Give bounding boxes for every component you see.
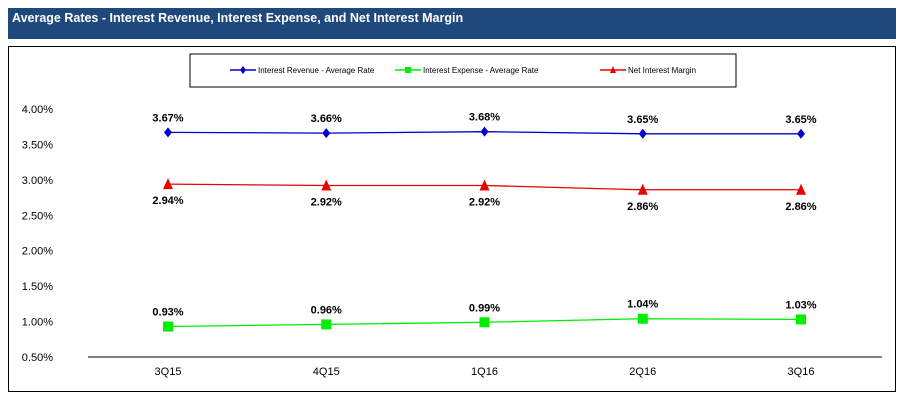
- data-label: 3.68%: [469, 112, 500, 124]
- data-point: [637, 183, 648, 195]
- x-tick-label: 3Q16: [788, 366, 815, 378]
- data-point: [321, 179, 332, 191]
- data-label: 2.92%: [469, 197, 500, 209]
- x-tick-label: 2Q16: [629, 366, 656, 378]
- data-point: [163, 321, 173, 332]
- legend-label: Interest Expense - Average Rate: [423, 66, 539, 75]
- y-tick-label: 1.50%: [22, 281, 53, 293]
- legend-marker: [610, 66, 616, 73]
- data-point: [321, 319, 332, 330]
- data-label: 0.99%: [469, 302, 500, 314]
- data-label: 2.86%: [627, 201, 658, 213]
- data-point: [480, 126, 489, 137]
- data-point: [638, 128, 647, 139]
- chart-area: [8, 46, 896, 392]
- y-tick-label: 3.50%: [22, 139, 53, 151]
- legend-box: [189, 53, 737, 88]
- data-point: [322, 128, 331, 139]
- legend-marker: [405, 67, 411, 73]
- y-tick-label: 4.00%: [22, 104, 53, 116]
- data-label: 3.67%: [152, 112, 183, 124]
- data-point: [164, 127, 172, 138]
- legend-label: Net Interest Margin: [628, 66, 696, 75]
- legend-label: Interest Revenue - Average Rate: [258, 66, 375, 75]
- data-point: [796, 314, 806, 325]
- x-tick-label: 4Q15: [313, 366, 340, 378]
- data-point: [637, 313, 648, 324]
- data-label: 0.93%: [152, 307, 183, 319]
- y-tick-label: 0.50%: [22, 352, 53, 364]
- data-label: 3.65%: [627, 114, 658, 126]
- data-point: [479, 179, 490, 191]
- x-tick-label: 3Q15: [155, 366, 182, 378]
- data-label: 2.94%: [152, 195, 183, 207]
- data-label: 3.65%: [785, 114, 816, 126]
- data-label: 0.96%: [311, 304, 342, 316]
- data-label: 3.66%: [311, 113, 342, 125]
- data-label: 1.03%: [785, 299, 816, 311]
- y-tick-label: 2.50%: [22, 210, 53, 222]
- y-tick-label: 1.00%: [22, 317, 53, 329]
- data-point: [479, 317, 490, 328]
- data-label: 2.86%: [785, 201, 816, 213]
- data-point: [163, 178, 173, 190]
- data-point: [796, 183, 806, 195]
- x-tick-label: 1Q16: [471, 366, 498, 378]
- data-point: [797, 128, 805, 139]
- legend-marker: [240, 66, 246, 74]
- data-label: 2.92%: [311, 197, 342, 209]
- data-label: 1.04%: [627, 299, 658, 311]
- y-tick-label: 3.00%: [22, 175, 53, 187]
- chart-title: Average Rates - Interest Revenue, Intere…: [8, 8, 896, 39]
- y-tick-label: 2.00%: [22, 246, 53, 258]
